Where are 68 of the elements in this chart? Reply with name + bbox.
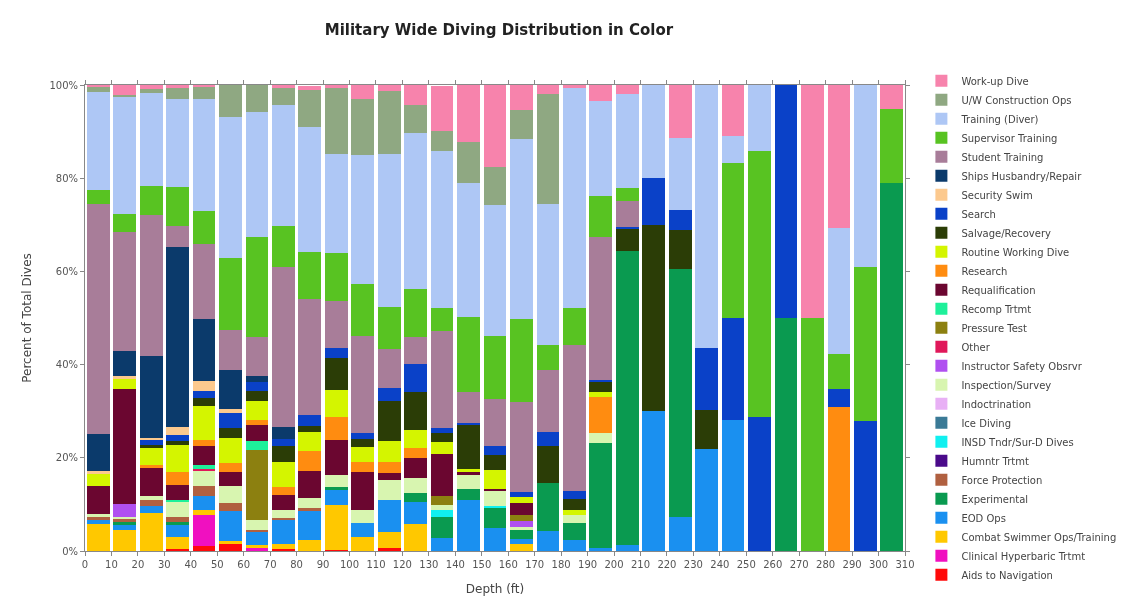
legend-label: Clinical Hyperbaric Trtmt <box>961 550 1086 562</box>
x-tick-label: 140 <box>445 559 465 570</box>
legend-label: Research <box>961 265 1008 277</box>
legend-label: Aids to Navigation <box>961 569 1053 581</box>
x-tick-label: 70 <box>263 559 277 570</box>
legend-label: Search <box>961 208 996 220</box>
legend-label: INSD Tndr/Sur-D Dives <box>961 436 1074 448</box>
x-tick-label: 90 <box>316 559 330 570</box>
legend-label: Ice Diving <box>961 417 1012 429</box>
legend-label: EOD Ops <box>961 512 1006 524</box>
x-tick-label: 210 <box>630 559 651 570</box>
x-tick-label: 230 <box>683 559 703 570</box>
y-tick-label: 60% <box>55 265 78 277</box>
legend-label: Pressure Test <box>961 322 1028 334</box>
x-tick-label: 300 <box>869 559 889 570</box>
x-tick-label: 200 <box>604 559 624 570</box>
legend-label: Training (Diver) <box>960 113 1039 125</box>
legend-label: Routine Working Dive <box>961 246 1070 258</box>
x-tick-label: 100 <box>339 559 360 570</box>
x-tick-label: 80 <box>290 559 303 570</box>
x-tick-label: 40 <box>184 559 198 570</box>
legend-label: Recomp Trtmt <box>961 303 1032 315</box>
legend-label: Combat Swimmer Ops/Training <box>961 531 1117 543</box>
x-tick-label: 20 <box>131 559 145 570</box>
x-tick-label: 280 <box>816 559 836 570</box>
x-axis-title: Depth (ft) <box>465 581 525 596</box>
x-tick-label: 130 <box>419 559 439 570</box>
y-tick-label: 0% <box>62 545 78 557</box>
x-tick-label: 180 <box>551 559 571 570</box>
legend-label: Experimental <box>961 493 1029 505</box>
chart-title: Military Wide Diving Distribution in Color <box>324 20 674 39</box>
x-tick-label: 240 <box>710 559 730 570</box>
x-tick-label: 250 <box>736 559 756 570</box>
x-tick-label: 170 <box>525 559 545 570</box>
x-tick-label: 50 <box>210 559 224 570</box>
x-tick-label: 150 <box>472 559 492 570</box>
y-tick-label: 20% <box>55 452 78 464</box>
y-tick-label: 100% <box>49 79 78 91</box>
x-tick-label: 290 <box>842 559 862 570</box>
x-tick-label: 60 <box>237 559 251 570</box>
y-axis-title: Percent of Total Dives <box>19 253 34 383</box>
x-tick-label: 310 <box>895 559 915 570</box>
x-tick-label: 110 <box>366 559 386 570</box>
legend-label: Work-up Dive <box>961 75 1029 87</box>
x-tick-label: 30 <box>157 559 171 570</box>
legend-label: Student Training <box>961 151 1044 163</box>
legend-label: Humntr Trtmt <box>961 455 1029 467</box>
legend-label: Salvage/Recovery <box>961 227 1052 239</box>
legend-label: Other <box>961 341 991 353</box>
x-tick-label: 10 <box>105 559 118 570</box>
legend-label: Inspection/Survey <box>961 379 1052 391</box>
y-tick-label: 80% <box>55 172 78 184</box>
x-tick-label: 260 <box>763 559 783 570</box>
legend-label: Instructor Safety Obsrvr <box>961 360 1083 372</box>
x-tick-label: 120 <box>392 559 412 570</box>
legend-label: U/W Construction Ops <box>961 94 1072 106</box>
legend-label: Supervisor Training <box>961 132 1058 144</box>
legend-label: Ships Husbandry/Repair <box>961 170 1083 182</box>
x-tick-label: 190 <box>578 559 598 570</box>
y-tick-label: 40% <box>55 359 78 371</box>
x-tick-label: 160 <box>498 559 518 570</box>
x-tick-label: 220 <box>657 559 677 570</box>
x-tick-label: 270 <box>789 559 809 570</box>
legend-label: Security Swim <box>961 189 1033 201</box>
legend-label: Indoctrination <box>961 398 1032 410</box>
legend-label: Requalification <box>961 284 1036 296</box>
x-tick-label: 0 <box>81 559 89 570</box>
legend-label: Force Protection <box>961 474 1043 486</box>
